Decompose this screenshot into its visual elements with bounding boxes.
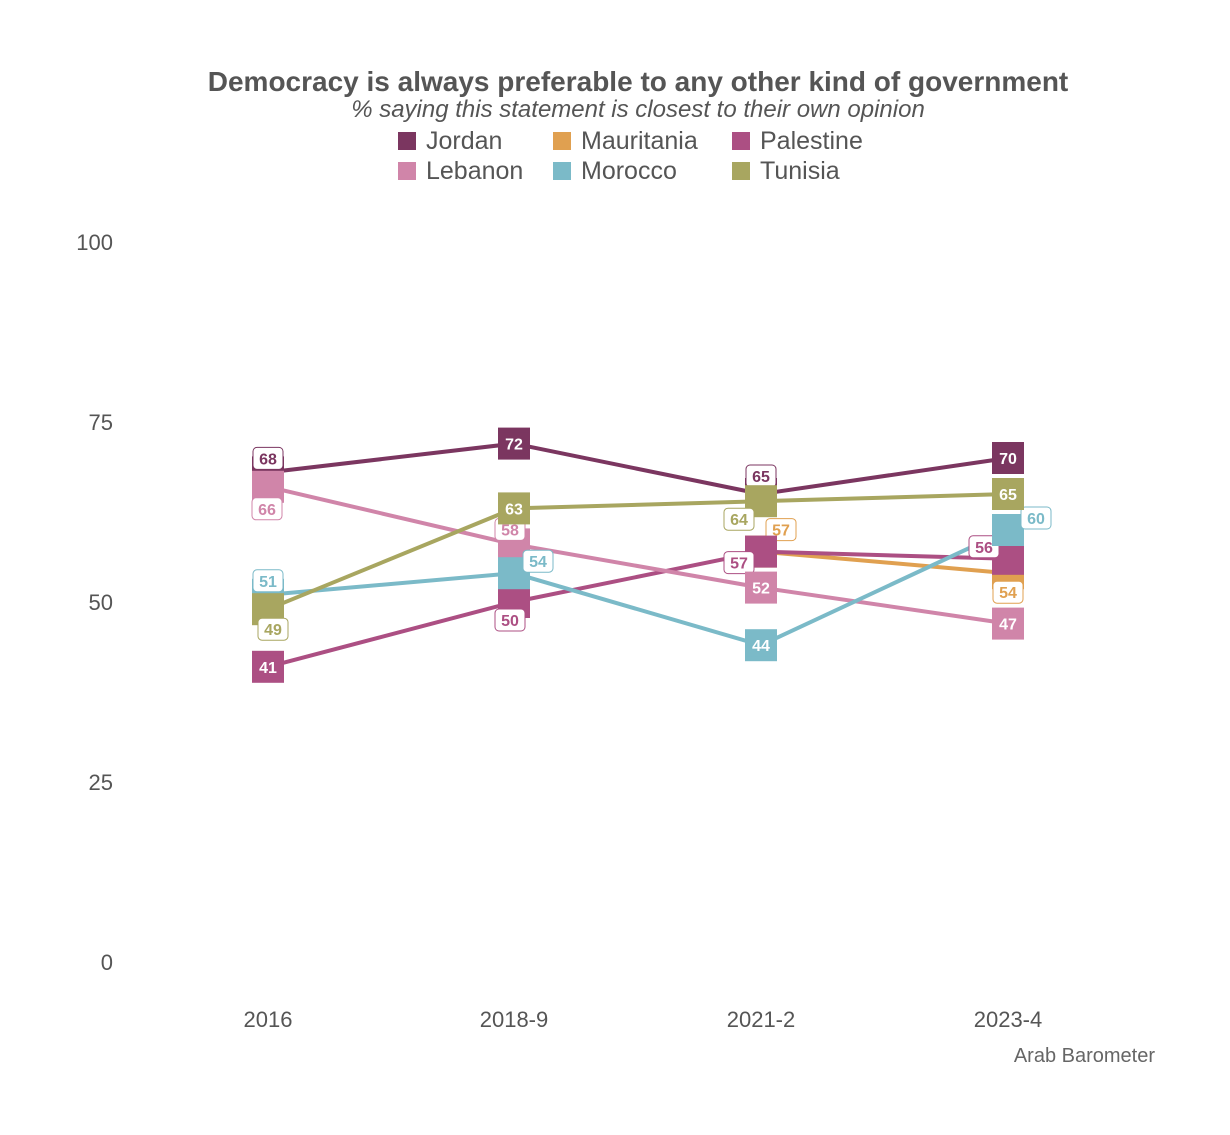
data-label: 57 — [730, 556, 748, 573]
data-label: 47 — [999, 617, 1017, 634]
legend-label: Palestine — [760, 126, 863, 155]
legend-swatch — [553, 132, 571, 150]
data-label-box — [1020, 506, 1052, 530]
data-label-box — [252, 446, 284, 470]
chart-title: Democracy is always preferable to any ot… — [207, 66, 1069, 97]
data-label: 54 — [529, 554, 547, 571]
series-line-morocco — [267, 528, 1009, 648]
x-tick-label: 2023-4 — [974, 1007, 1043, 1032]
y-tick-label: 25 — [89, 770, 113, 795]
data-label: 63 — [505, 501, 523, 518]
data-label-box — [251, 497, 283, 521]
y-tick-label: 0 — [101, 950, 113, 975]
legend-swatch — [398, 162, 416, 180]
legend-label: Mauritania — [581, 126, 698, 155]
data-label: 57 — [772, 523, 790, 540]
y-tick-label: 75 — [89, 410, 113, 435]
data-label-box — [746, 634, 776, 657]
source-caption: Arab Barometer — [1013, 1045, 1155, 1067]
legend-label: Jordan — [426, 126, 503, 155]
data-label: 68 — [259, 451, 277, 468]
legend-item-tunisia: Tunisia — [732, 156, 840, 186]
data-label: 49 — [264, 622, 282, 639]
data-marker-morocco — [992, 514, 1024, 546]
data-label-box — [499, 497, 529, 520]
data-label-box — [494, 608, 526, 632]
data-label: 65 — [752, 469, 770, 486]
x-tick-label: 2016 — [244, 1007, 293, 1032]
legend-swatch — [732, 132, 750, 150]
data-label-box — [723, 551, 755, 575]
data-label-box — [257, 617, 289, 641]
legend-swatch — [553, 162, 571, 180]
series-line-tunisia — [267, 492, 1009, 612]
data-label-box — [746, 576, 776, 599]
y-tick-label: 50 — [89, 590, 113, 615]
data-label: 65 — [999, 487, 1017, 504]
data-label-box — [993, 612, 1023, 635]
data-label: 58 — [501, 522, 519, 539]
legend-swatch — [398, 132, 416, 150]
legend-swatch — [732, 162, 750, 180]
data-label: 64 — [730, 512, 748, 529]
data-label: 52 — [752, 581, 770, 598]
legend-item-morocco: Morocco — [553, 156, 677, 186]
legend-label: Tunisia — [760, 156, 840, 185]
data-label-box — [992, 580, 1024, 604]
series-line-palestine — [267, 549, 1009, 669]
series-line-jordan — [267, 441, 1009, 496]
chart-subtitle: % saying this statement is closest to th… — [351, 96, 925, 123]
data-label: 66 — [258, 502, 276, 519]
data-label-box — [993, 483, 1023, 505]
data-label: 41 — [259, 660, 277, 677]
legend-item-lebanon: Lebanon — [398, 156, 523, 186]
legend-item-palestine: Palestine — [732, 126, 863, 156]
legend-item-mauritania: Mauritania — [553, 126, 698, 156]
data-label: 70 — [999, 451, 1017, 468]
data-label: 50 — [501, 613, 519, 630]
data-label-box — [252, 569, 284, 593]
data-label: 54 — [999, 585, 1017, 602]
data-label-box — [253, 655, 283, 678]
series-line-lebanon — [267, 484, 1009, 626]
data-label: 72 — [505, 437, 523, 454]
y-tick-label: 100 — [76, 230, 113, 255]
data-label-box — [499, 432, 529, 455]
data-label-box — [993, 447, 1023, 469]
data-label: 51 — [259, 574, 277, 591]
x-tick-label: 2018-9 — [480, 1007, 549, 1032]
data-label-box — [968, 535, 1000, 559]
series-line-mauritania — [760, 549, 1009, 576]
data-label: 56 — [975, 540, 993, 557]
legend-label: Morocco — [581, 156, 677, 185]
legend-label: Lebanon — [426, 156, 524, 185]
data-label-box — [522, 549, 554, 573]
data-label: 60 — [1027, 511, 1045, 528]
legend-item-jordan: Jordan — [398, 126, 502, 156]
data-label-box — [765, 518, 797, 542]
data-label: 44 — [752, 638, 770, 655]
x-tick-label: 2021-2 — [727, 1007, 796, 1032]
data-label-box — [723, 507, 755, 531]
